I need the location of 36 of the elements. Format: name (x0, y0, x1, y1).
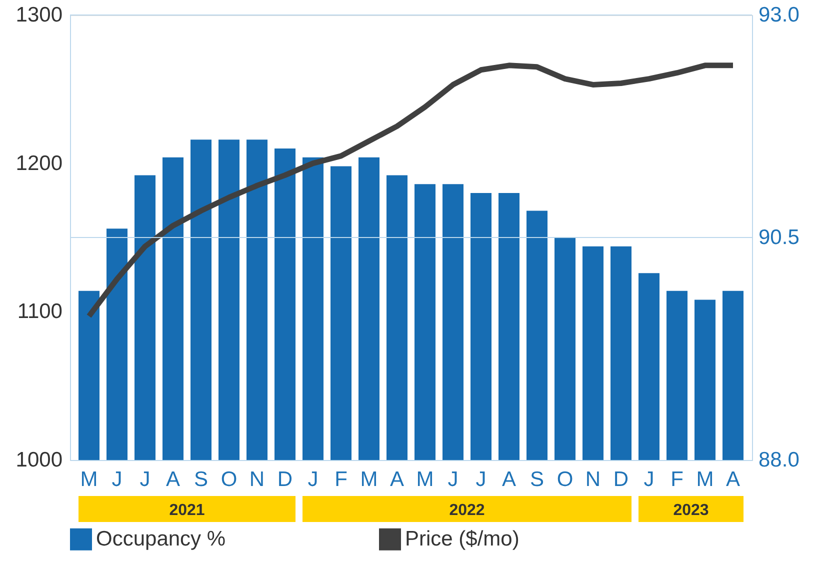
x-tick-label: O (556, 468, 574, 491)
x-tick-label: J (644, 468, 654, 491)
legend-label: Occupancy % (96, 527, 226, 550)
y-tick-label: 1200 (16, 152, 62, 175)
text: 2021 (169, 502, 205, 519)
x-tick-label: S (530, 468, 544, 491)
x-tick-label: J (448, 468, 458, 491)
y-tick-label: 1000 (16, 448, 62, 472)
x-tick-label: F (334, 468, 348, 491)
x-tick-label: M (696, 468, 714, 491)
x-tick-label: A (502, 468, 516, 491)
x-tick-label: N (585, 468, 601, 491)
x-tick-label: S (194, 468, 208, 491)
x-tick-label: M (360, 468, 378, 491)
x-tick-label: J (476, 468, 486, 491)
y2-tick-label: 93.0 (758, 4, 800, 26)
x-tick-label: J (112, 468, 122, 491)
x-tick-label: J (140, 468, 150, 491)
text: 2023 (673, 502, 709, 519)
x-tick-label: D (613, 468, 629, 491)
y2-tick-label: 88.0 (758, 448, 800, 472)
y-tick-label: 1300 (16, 4, 62, 26)
x-tick-label: O (220, 468, 238, 491)
x-tick-label: M (80, 468, 98, 491)
legend-label: Price ($/mo) (405, 527, 520, 550)
y2-tick-label: 90.5 (758, 226, 800, 249)
x-tick-label: J (308, 468, 318, 491)
x-tick-label: N (249, 468, 265, 491)
x-tick-label: D (277, 468, 293, 491)
x-tick-label: M (416, 468, 434, 491)
x-tick-label: A (166, 468, 180, 491)
x-tick-label: F (670, 468, 684, 491)
text: 2022 (449, 502, 485, 519)
x-tick-label: A (390, 468, 404, 491)
y-tick-label: 1100 (17, 300, 62, 324)
x-tick-label: A (726, 468, 740, 491)
